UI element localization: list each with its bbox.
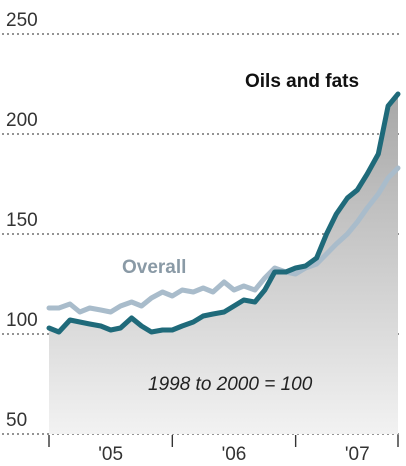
data-point-overall: [263, 276, 267, 280]
data-point-oils-and-fats: [263, 288, 267, 292]
data-point-oils-and-fats: [161, 328, 165, 332]
data-point-overall: [201, 286, 205, 290]
series-label-overall: Overall: [122, 257, 186, 278]
data-point-overall: [88, 306, 92, 310]
data-point-oils-and-fats: [119, 326, 123, 330]
data-point-overall: [140, 304, 144, 308]
data-point-overall: [57, 306, 61, 310]
data-point-overall: [253, 288, 257, 292]
y-tick-label-150: 150: [6, 210, 38, 231]
data-point-oils-and-fats: [386, 104, 390, 108]
x-tick-label: '05: [98, 444, 123, 465]
data-point-oils-and-fats: [232, 304, 236, 308]
data-point-oils-and-fats: [294, 266, 298, 270]
data-point-overall: [376, 192, 380, 196]
data-point-oils-and-fats: [304, 264, 308, 268]
data-point-oils-and-fats: [355, 188, 359, 192]
data-point-oils-and-fats: [170, 328, 174, 332]
x-tick-label: '07: [345, 444, 370, 465]
series-label-oils-and-fats: Oils and fats: [245, 71, 359, 92]
data-point-oils-and-fats: [78, 320, 82, 324]
data-point-oils-and-fats: [191, 320, 195, 324]
oils-and-fats-area-fill: [49, 94, 398, 434]
data-point-overall: [315, 262, 319, 266]
y-axis-labels: 50 100 150 200 250: [6, 10, 38, 431]
data-point-overall: [211, 290, 215, 294]
y-tick-label-50: 50: [6, 410, 27, 431]
data-point-oils-and-fats: [88, 322, 92, 326]
data-point-oils-and-fats: [109, 328, 113, 332]
y-tick-label-250: 250: [6, 10, 38, 31]
data-point-overall: [355, 220, 359, 224]
y-tick-label-200: 200: [6, 110, 38, 131]
data-point-oils-and-fats: [242, 298, 246, 302]
data-point-overall: [78, 310, 82, 314]
data-point-overall: [222, 280, 226, 284]
data-point-overall: [149, 296, 153, 300]
data-point-oils-and-fats: [273, 270, 277, 274]
data-point-overall: [325, 252, 329, 256]
data-point-oils-and-fats: [47, 326, 51, 330]
data-point-overall: [119, 304, 123, 308]
data-point-oils-and-fats: [201, 314, 205, 318]
data-point-oils-and-fats: [396, 92, 400, 96]
data-point-overall: [365, 206, 369, 210]
data-point-oils-and-fats: [376, 152, 380, 156]
data-point-overall: [294, 272, 298, 276]
index-base-note: 1998 to 2000 = 100: [148, 374, 313, 395]
data-point-overall: [130, 300, 134, 304]
data-point-overall: [273, 266, 277, 270]
data-point-overall: [170, 294, 174, 298]
x-tick-label: '06: [222, 444, 247, 465]
data-point-overall: [191, 290, 195, 294]
data-point-oils-and-fats: [211, 312, 215, 316]
data-point-overall: [345, 232, 349, 236]
data-point-overall: [109, 310, 113, 314]
x-axis: '05 '06 '07: [48, 435, 399, 465]
data-point-oils-and-fats: [57, 330, 61, 334]
data-point-overall: [68, 302, 72, 306]
data-point-oils-and-fats: [325, 232, 329, 236]
y-tick-label-100: 100: [6, 310, 38, 331]
data-point-overall: [396, 166, 400, 170]
data-point-overall: [47, 306, 51, 310]
data-point-oils-and-fats: [222, 310, 226, 314]
data-point-oils-and-fats: [68, 318, 72, 322]
data-point-overall: [99, 308, 103, 312]
data-point-overall: [161, 290, 165, 294]
data-point-oils-and-fats: [334, 212, 338, 216]
series-line-overall: [46, 165, 401, 315]
data-point-overall: [242, 284, 246, 288]
data-point-oils-and-fats: [140, 324, 144, 328]
data-point-overall: [232, 288, 236, 292]
data-point-overall: [386, 176, 390, 180]
data-point-oils-and-fats: [345, 196, 349, 200]
data-point-oils-and-fats: [130, 316, 134, 320]
data-point-oils-and-fats: [315, 256, 319, 260]
data-point-oils-and-fats: [149, 330, 153, 334]
data-point-overall: [180, 288, 184, 292]
data-point-overall: [334, 242, 338, 246]
series-line-oils-and-fats: [46, 91, 401, 335]
data-point-oils-and-fats: [284, 270, 288, 274]
data-point-oils-and-fats: [99, 324, 103, 328]
data-point-oils-and-fats: [365, 172, 369, 176]
data-point-oils-and-fats: [180, 324, 184, 328]
data-point-oils-and-fats: [253, 300, 257, 304]
